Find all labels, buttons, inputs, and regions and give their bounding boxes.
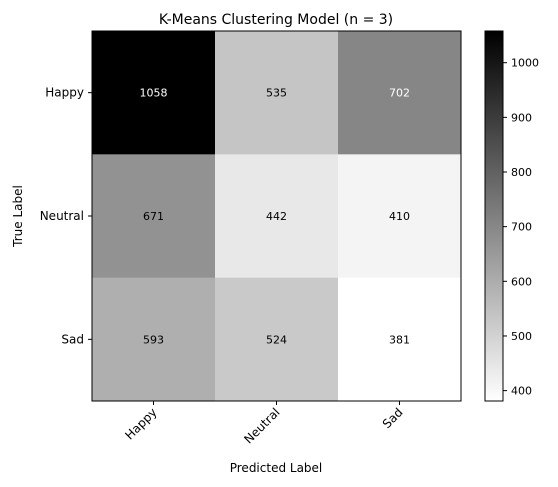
- heatmap-cell: [215, 31, 339, 155]
- cell-value-label: 442: [266, 210, 287, 223]
- cell-value-label: 702: [389, 87, 410, 100]
- y-tick-label: Sad: [61, 332, 84, 346]
- heatmap-cell: [338, 31, 462, 155]
- colorbar-tick-label: 1000: [511, 57, 539, 70]
- x-tick-label: Neutral: [241, 405, 282, 446]
- x-axis-label: Predicted Label: [230, 461, 323, 475]
- heatmap-cell: [92, 154, 216, 279]
- colorbar-tick-label: 700: [511, 221, 532, 234]
- colorbar-tick-label: 800: [511, 166, 532, 179]
- heatmap-cell: [338, 277, 462, 402]
- colorbar: [484, 30, 504, 402]
- heatmap-cell: [92, 31, 216, 155]
- x-tick-label: Sad: [380, 405, 406, 431]
- cell-value-label: 535: [266, 87, 287, 100]
- colorbar-ticks: 400 500 600 700 800 900 1000: [503, 57, 539, 398]
- y-tick-label: Neutral: [40, 209, 84, 223]
- heatmap-cell: [215, 154, 339, 279]
- cell-value-label: 1058: [140, 87, 168, 100]
- cell-value-label: 671: [143, 210, 164, 223]
- cell-value-label: 410: [389, 210, 410, 223]
- cell-value-label: 524: [266, 333, 287, 346]
- y-axis-ticks: Happy Neutral Sad: [40, 86, 92, 346]
- y-tick-label: Happy: [45, 86, 84, 100]
- heatmap-cell: [92, 277, 216, 402]
- colorbar-tick-label: 600: [511, 275, 532, 288]
- x-tick-label: Happy: [122, 405, 159, 442]
- y-axis-label: True Label: [11, 185, 25, 248]
- colorbar-tick-label: 400: [511, 385, 532, 398]
- chart-title: K-Means Clustering Model (n = 3): [159, 12, 393, 28]
- heatmap-cell: [215, 277, 339, 402]
- cell-value-labels: 1058 535 702 671 442 410 593 524 381: [140, 87, 411, 347]
- x-axis-ticks: Happy Neutral Sad: [122, 401, 406, 446]
- cell-value-label: 593: [143, 333, 164, 346]
- cell-value-label: 381: [389, 333, 410, 346]
- heatmap-cells: [92, 31, 462, 402]
- colorbar-tick-label: 500: [511, 330, 532, 343]
- heatmap-cell: [338, 154, 462, 279]
- colorbar-tick-label: 900: [511, 111, 532, 124]
